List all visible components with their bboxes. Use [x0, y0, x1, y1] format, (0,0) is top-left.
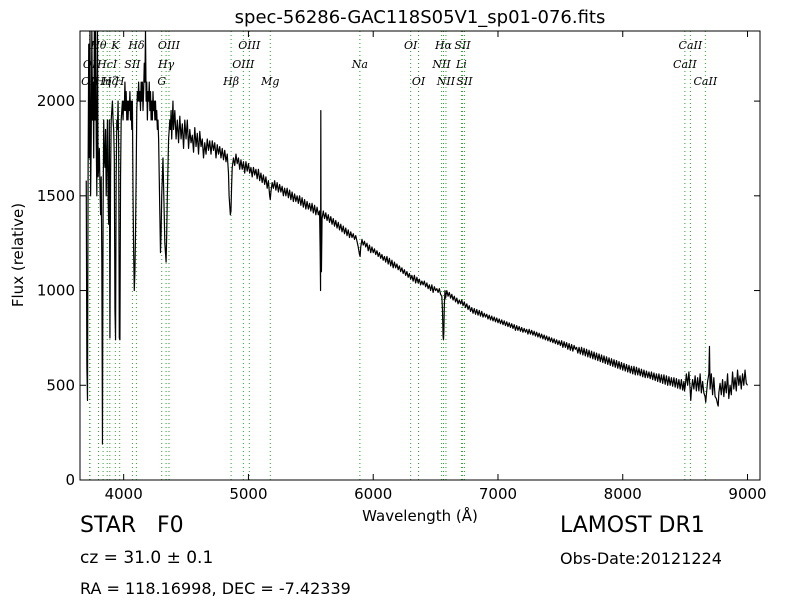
y-tick-label-4: 2000	[37, 92, 75, 110]
chart-title: spec-56286-GAC118S05V1_sp01-076.fits	[235, 7, 606, 28]
line-marker-label-24: SII	[454, 39, 471, 52]
line-marker-label-21: Hα	[434, 39, 453, 52]
y-tick-label-1: 500	[46, 376, 75, 394]
line-marker-label-15: OIII	[238, 39, 261, 52]
line-marker-label-25: SII	[456, 75, 473, 88]
line-marker-label-18: OI	[404, 39, 418, 52]
x-tick-label-0: 4000	[105, 485, 143, 503]
line-marker-label-26: CaII	[673, 58, 697, 71]
redshift-cz: cz = 31.0 ± 0.1	[80, 548, 214, 568]
y-tick-label-0: 0	[65, 471, 75, 489]
x-axis-label: Wavelength (Å)	[362, 506, 478, 525]
y-tick-label-3: 1500	[37, 187, 75, 205]
line-marker-label-17: Na	[351, 58, 368, 71]
x-tick-label-1: 5000	[229, 485, 267, 503]
survey-name: LAMOST DR1	[560, 513, 705, 538]
x-tick-label-3: 7000	[479, 485, 517, 503]
line-marker-label-19: OI	[412, 75, 426, 88]
line-marker-label-10: G	[157, 75, 166, 88]
line-marker-label-8: Hδ	[127, 39, 145, 52]
line-marker-label-28: CaII	[694, 75, 718, 88]
object-class: STAR	[80, 513, 137, 538]
line-marker-label-6: K	[110, 39, 120, 52]
ra-dec-coordinates: RA = 118.16998, DEC = -7.42339	[80, 579, 351, 598]
x-tick-label-4: 8000	[604, 485, 642, 503]
line-marker-label-4: HcI	[96, 58, 118, 71]
line-marker-label-13: Hβ	[222, 75, 239, 88]
plot-frame	[79, 30, 761, 481]
spectrum-series	[85, 31, 749, 445]
observation-date: Obs-Date:20121224	[560, 549, 722, 568]
line-marker-label-14: OIII	[232, 58, 255, 71]
line-marker-label-12: OIII	[158, 39, 181, 52]
line-marker-label-7: H	[114, 75, 125, 88]
line-marker-label-22: NII	[436, 75, 456, 88]
axis-ticks: 4000 5000 6000 7000 8000 9000 0 500 1000 1500 2000	[37, 31, 767, 503]
line-marker-label-27: CaII	[679, 39, 703, 52]
x-tick-label-2: 6000	[354, 485, 392, 503]
object-subclass: F0	[157, 513, 184, 538]
line-marker-label-9: SII	[124, 58, 141, 71]
line-marker-label-3: Hη	[94, 75, 112, 88]
x-tick-label-5: 9000	[728, 485, 766, 503]
y-axis-label: Flux (relative)	[9, 203, 27, 307]
y-tick-label-2: 1000	[37, 282, 75, 300]
spectrum-line-0	[85, 31, 749, 445]
line-marker-label-23: Li	[455, 58, 467, 71]
line-marker-label-5: Hζ	[101, 75, 119, 88]
line-marker-label-16: Mg	[260, 75, 279, 88]
line-marker-label-11: Hγ	[157, 58, 175, 71]
line-markers: OIOIIHθHηHcIHζKHHδSIIGHγOIIIHβOIIIOIIIMg…	[81, 31, 718, 480]
line-marker-label-20: NII	[431, 58, 451, 71]
